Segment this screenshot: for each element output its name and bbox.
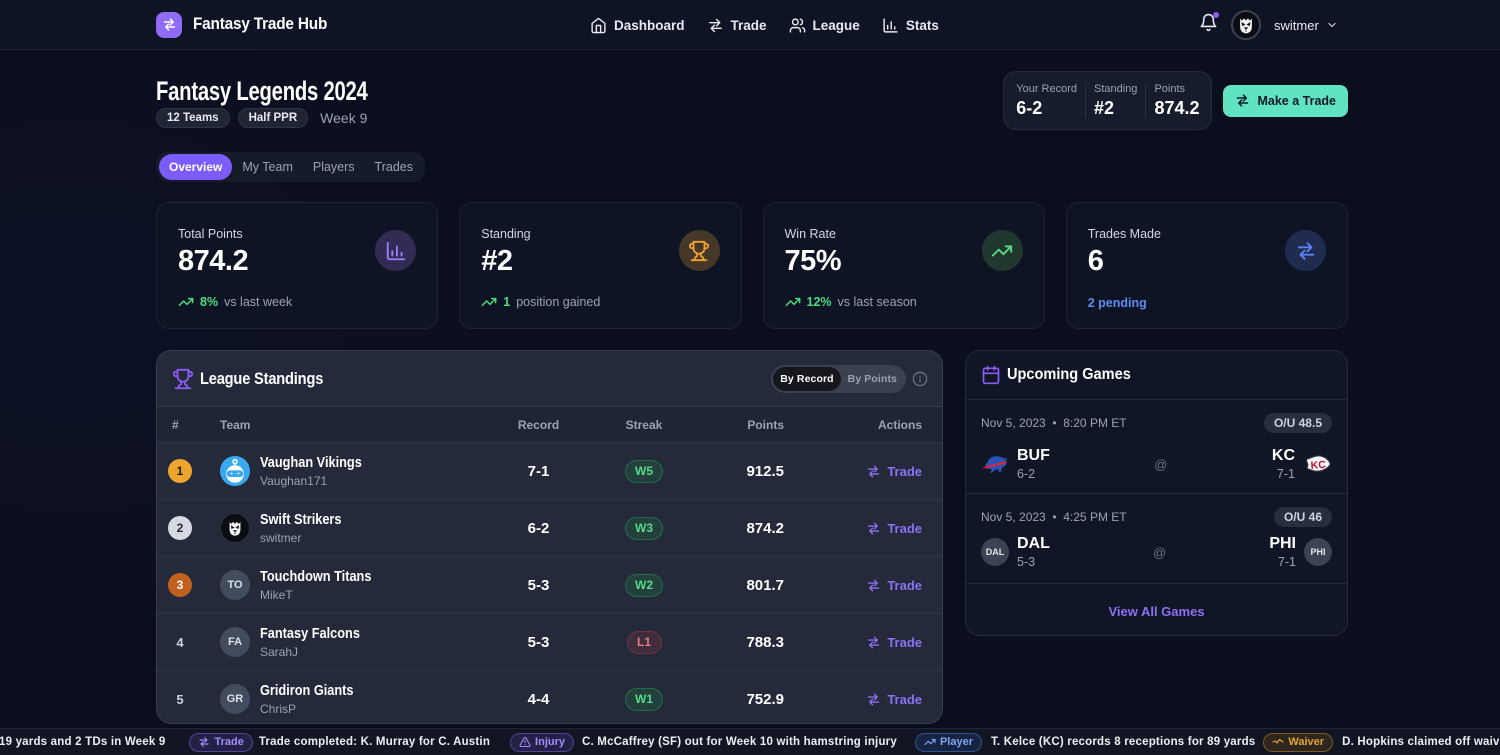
svg-text:KC: KC [1310,458,1326,471]
